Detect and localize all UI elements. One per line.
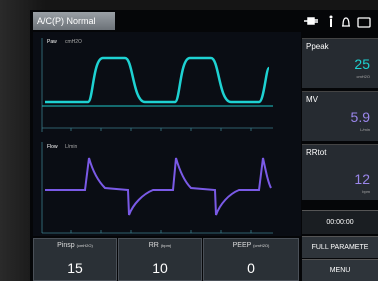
setting-unit: (cmH2O) [77, 243, 93, 248]
waveform-label: Paw [47, 39, 57, 45]
setting-label: PEEP [233, 242, 252, 249]
mode-tab[interactable]: A/C(P) Normal [33, 12, 115, 30]
full-parameters-button[interactable]: FULL PARAMETE [302, 236, 378, 258]
waveform-label: Flow [47, 144, 58, 150]
setting-unit: (bpm) [161, 243, 171, 248]
setting-value: 15 [34, 260, 116, 276]
setting-rr[interactable]: RR (bpm) 10 [118, 238, 202, 281]
monitor-label: RRtot [306, 148, 326, 157]
menu-button[interactable]: MENU [302, 259, 378, 281]
monitor-value: 12 [354, 171, 370, 187]
setting-pinsp[interactable]: Pinsp (cmH2O) 15 [33, 238, 117, 281]
monitor-unit: cmH2O [356, 74, 370, 79]
setting-peep[interactable]: PEEP (cmH2O) 0 [203, 238, 299, 281]
waveform-area: Paw cmH2O Flow L/min [33, 32, 301, 236]
timer: 00:00:00 [302, 210, 378, 234]
monitor-label: MV [306, 95, 318, 104]
monitor-label: Ppeak [306, 42, 329, 51]
monitor-ppeak: Ppeak 25 cmH2O [302, 38, 378, 88]
setting-value: 0 [204, 260, 298, 276]
monitor-unit: bpm [362, 189, 370, 194]
ventilator-screen: A/C(P) Normal Paw cmH2O Flow L/min Ppeak… [0, 0, 378, 281]
setting-unit: (cmH2O) [253, 243, 269, 248]
monitor-unit: L/min [360, 127, 370, 132]
status-icons [300, 12, 378, 30]
monitor-rrtot: RRtot 12 bpm [302, 144, 378, 200]
setting-label: RR [149, 242, 159, 249]
setting-value: 10 [119, 260, 201, 276]
setting-label: Pinsp [57, 242, 75, 249]
monitor-mv: MV 5.9 L/min [302, 91, 378, 141]
waveform-unit: cmH2O [65, 39, 82, 45]
waveform-unit: L/min [65, 144, 77, 150]
monitor-value: 25 [354, 56, 370, 72]
monitor-value: 5.9 [351, 109, 370, 125]
